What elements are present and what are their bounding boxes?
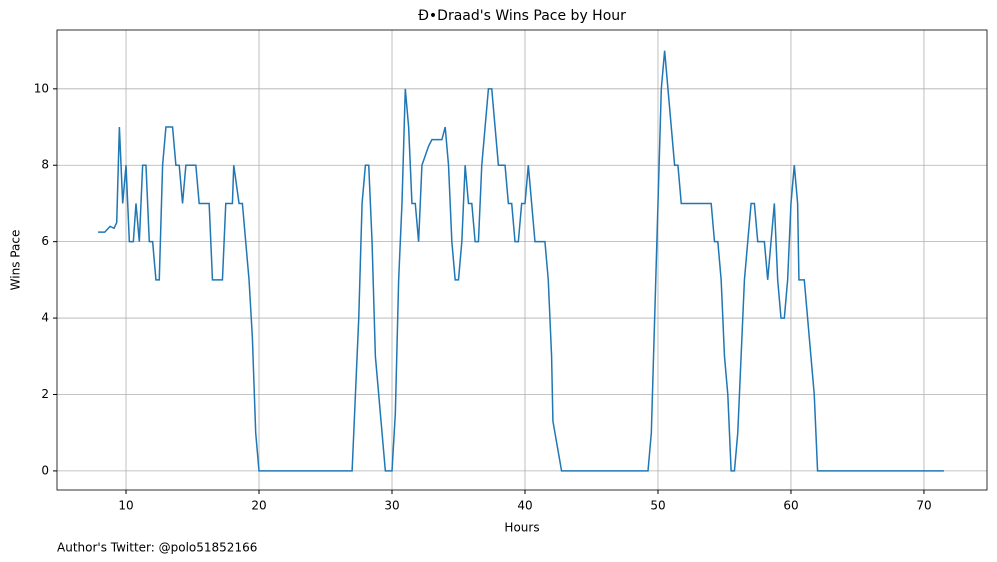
x-tick-label: 30 <box>384 499 399 513</box>
x-tick-label: 20 <box>251 499 266 513</box>
x-tick-label: 10 <box>118 499 133 513</box>
data-line <box>98 50 944 472</box>
y-tick-label: 6 <box>41 234 49 248</box>
y-axis-label: Wins Pace <box>9 230 23 291</box>
y-tick-label: 2 <box>41 387 49 401</box>
x-axis-label: Hours <box>504 521 539 535</box>
x-tick-label: 40 <box>517 499 532 513</box>
x-tick-label: 50 <box>650 499 665 513</box>
y-tick-label: 0 <box>41 463 49 477</box>
chart-title: Đ•Draad's Wins Pace by Hour <box>418 8 626 24</box>
y-tick-label: 10 <box>34 81 49 95</box>
annotation: Author's Twitter: @polo51852166 <box>57 541 257 555</box>
plot-frame <box>56 29 988 491</box>
x-tick-label: 60 <box>783 499 798 513</box>
y-tick-label: 8 <box>41 158 49 172</box>
x-tick-label: 70 <box>916 499 931 513</box>
y-tick-label: 4 <box>41 311 49 325</box>
